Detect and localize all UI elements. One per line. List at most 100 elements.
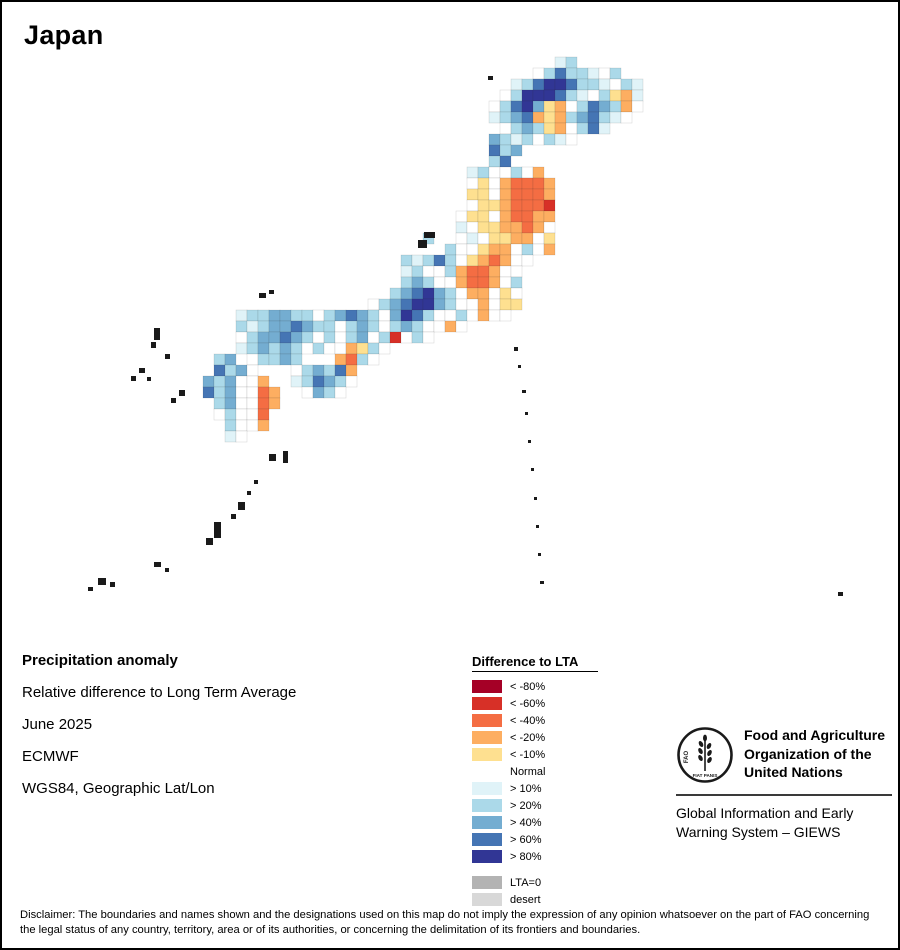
map-cell (268, 309, 281, 322)
island-fragment (206, 538, 213, 545)
map-cell (565, 122, 578, 135)
map-cell (268, 320, 281, 333)
map-cell (609, 67, 622, 80)
map-cell (257, 353, 270, 366)
map-cell (532, 133, 545, 146)
map-cell (466, 265, 479, 278)
map-cell (554, 133, 567, 146)
legend-swatch (472, 799, 502, 812)
map-cell (543, 122, 556, 135)
legend-label: < -10% (510, 748, 546, 761)
map-cell (488, 177, 501, 190)
map-cell (477, 309, 490, 322)
map-cell (532, 100, 545, 113)
map-info-block: Precipitation anomaly Relative differenc… (22, 652, 296, 797)
map-cell (543, 232, 556, 245)
fao-org-line: United Nations (744, 764, 843, 780)
map-cell (334, 375, 347, 388)
legend-swatch (472, 850, 502, 863)
map-cell (235, 331, 248, 344)
map-cell (488, 232, 501, 245)
island-fragment (147, 377, 151, 381)
legend-item: > 20% (472, 799, 598, 812)
map-cell (257, 309, 270, 322)
map-cell (367, 309, 380, 322)
map-cell (334, 309, 347, 322)
map-cell (213, 364, 226, 377)
map-cell (400, 254, 413, 267)
info-line-date: June 2025 (22, 716, 93, 733)
map-cell (224, 419, 237, 432)
island-fragment (254, 480, 258, 484)
info-heading: Precipitation anomaly (22, 652, 178, 669)
map-cell (488, 133, 501, 146)
map-cell (400, 287, 413, 300)
map-cell (543, 188, 556, 201)
map-cell (521, 177, 534, 190)
map-cell (510, 144, 523, 157)
map-cell (543, 221, 556, 234)
map-cell (565, 67, 578, 80)
map-cell (444, 298, 457, 311)
map-cell (543, 199, 556, 212)
map-cell (598, 67, 611, 80)
map-cell (466, 298, 479, 311)
map-cell (312, 331, 325, 344)
map-cell (411, 287, 424, 300)
map-cell (488, 188, 501, 201)
map-cell (565, 133, 578, 146)
map-cell (587, 111, 600, 124)
legend-label: < -60% (510, 697, 546, 710)
map-cell (323, 364, 336, 377)
map-cell (455, 210, 468, 223)
map-cell (499, 89, 512, 102)
map-cell (521, 221, 534, 234)
map-cell (477, 232, 490, 245)
map-cell (400, 309, 413, 322)
map-cell (235, 364, 248, 377)
map-cell (411, 265, 424, 278)
island-fragment (534, 497, 537, 500)
map-cell (521, 243, 534, 256)
map-cell (543, 89, 556, 102)
map-cell (246, 419, 259, 432)
map-cell (499, 221, 512, 234)
legend-item: > 80% (472, 850, 598, 863)
map-cell (554, 67, 567, 80)
map-cell (576, 89, 589, 102)
map-cell (631, 100, 644, 113)
map-cell (224, 408, 237, 421)
japan-map-svg (88, 56, 843, 596)
map-cell (356, 309, 369, 322)
map-cell (488, 210, 501, 223)
map-cell (532, 111, 545, 124)
map-cell (521, 199, 534, 212)
legend-label: Normal (510, 765, 546, 778)
legend-label: > 10% (510, 782, 542, 795)
map-cell (477, 265, 490, 278)
fao-org-name: Food and Agriculture Organization of the… (744, 726, 885, 782)
map-cell (499, 144, 512, 157)
map-cell (334, 342, 347, 355)
legend-label: > 60% (510, 833, 542, 846)
map-cell (499, 166, 512, 179)
map-cell (543, 210, 556, 223)
map-cell (543, 78, 556, 91)
island-fragment (424, 232, 435, 238)
map-cell (367, 298, 380, 311)
island-fragment (151, 342, 156, 348)
map-cell (488, 254, 501, 267)
map-cell (543, 67, 556, 80)
map-cell (279, 309, 292, 322)
map-cell (598, 122, 611, 135)
map-cell (433, 298, 446, 311)
map-cell (488, 243, 501, 256)
fao-emblem-letters: FAO (684, 751, 690, 764)
map-cell (422, 254, 435, 267)
map-cell (345, 364, 358, 377)
map-cell (433, 265, 446, 278)
map-cell (488, 155, 501, 168)
map-cell (499, 155, 512, 168)
map-cell (301, 309, 314, 322)
map-cell (301, 320, 314, 333)
